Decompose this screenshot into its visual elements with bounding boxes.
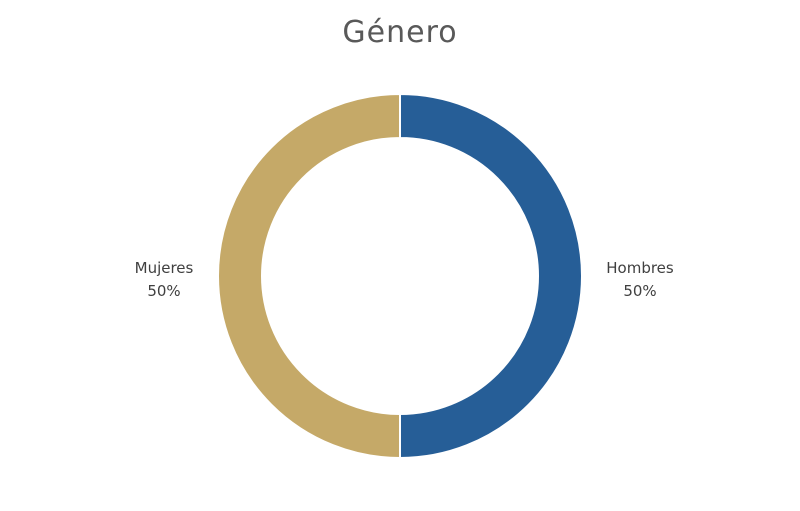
slice-mujeres	[217, 92, 401, 460]
donut-slices	[217, 92, 583, 460]
slice-label-value: 50%	[623, 282, 656, 300]
slice-label-name: Mujeres	[135, 259, 194, 277]
slice-label-name: Hombres	[606, 259, 674, 277]
slice-hombres	[399, 92, 583, 460]
chart-title: Género	[342, 15, 457, 50]
slice-label-value: 50%	[147, 282, 180, 300]
slice-labels: Hombres 50% Mujeres 50%	[135, 259, 674, 300]
